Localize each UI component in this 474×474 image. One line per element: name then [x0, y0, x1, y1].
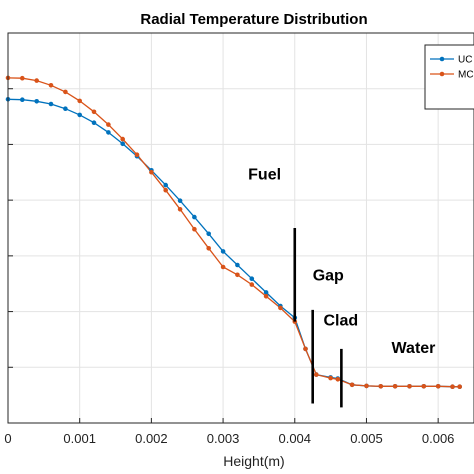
x-tick-label: 0.006 [422, 431, 455, 446]
x-axis-ticks: 0 0.001 0.002 0.003 0.004 0.005 0.006 [4, 418, 454, 446]
data-point-uc [91, 120, 97, 125]
annotation-water: Water [392, 340, 436, 357]
data-point-mc [192, 226, 197, 232]
data-point-mc [77, 98, 82, 104]
data-point-mc [149, 169, 154, 175]
x-tick-label: 0.005 [350, 431, 383, 446]
data-point-mc [249, 282, 255, 287]
data-point-uc [77, 112, 82, 118]
data-point-mc [278, 305, 283, 311]
data-point-mc [450, 384, 455, 390]
series-layer [5, 75, 463, 390]
annotation-gap: Gap [313, 268, 344, 285]
data-point-mc [328, 375, 333, 381]
data-point-uc [177, 198, 183, 203]
legend-marker [439, 56, 445, 62]
data-point-mc [263, 294, 269, 299]
x-tick-label: 0.002 [135, 431, 168, 446]
data-point-mc [457, 384, 463, 390]
data-point-mc [20, 75, 25, 81]
data-point-mc [48, 83, 54, 88]
data-point-mc [91, 109, 97, 115]
x-tick-label: 0 [4, 431, 11, 446]
chart-title: Radial Temperature Distribution [140, 11, 367, 28]
data-point-mc [177, 207, 183, 212]
x-tick-label: 0.004 [278, 431, 311, 446]
plot-frame [7, 32, 474, 424]
data-point-mc [303, 346, 308, 352]
data-point-mc [392, 384, 398, 389]
data-point-mc [134, 152, 140, 157]
data-point-mc [364, 383, 369, 389]
legend-box [424, 44, 474, 110]
data-point-uc [220, 249, 226, 254]
x-axis-label: Height(m) [223, 453, 284, 469]
data-point-uc [48, 101, 54, 107]
y-axis-ticks [8, 88, 13, 368]
x-tick-label: 0.001 [63, 431, 96, 446]
boundary-markers [293, 228, 343, 408]
data-point-mc [435, 384, 441, 389]
region-annotations: Fuel Gap Clad Water [248, 166, 435, 357]
data-point-mc [314, 372, 319, 377]
grid-lines [8, 33, 474, 423]
data-point-uc [120, 141, 125, 147]
annotation-clad: Clad [323, 313, 358, 330]
data-point-mc [63, 89, 68, 95]
data-point-uc [206, 231, 211, 237]
annotation-fuel: Fuel [248, 166, 281, 183]
data-point-mc [407, 384, 412, 389]
series-line-mc [7, 77, 460, 388]
data-point-uc [249, 276, 255, 282]
x-tick-label: 0.003 [207, 431, 240, 446]
data-point-mc [220, 264, 226, 270]
data-point-mc [335, 377, 341, 382]
data-point-uc [235, 262, 240, 268]
data-point-mc [106, 122, 111, 127]
data-point-mc [34, 78, 39, 83]
legend-label: MC [458, 70, 474, 81]
legend-marker [439, 71, 445, 77]
data-point-uc [63, 106, 68, 111]
data-point-mc [163, 187, 168, 193]
data-point-mc [206, 246, 211, 251]
data-point-uc [163, 182, 168, 188]
data-point-mc [421, 384, 427, 389]
data-point-mc [378, 384, 384, 389]
data-point-uc [106, 130, 111, 135]
data-point-mc [349, 382, 355, 388]
data-point-uc [192, 214, 197, 220]
data-point-mc [235, 272, 240, 278]
legend: UC MC [424, 44, 474, 110]
legend-label: UC [458, 55, 472, 66]
data-point-mc [120, 136, 125, 142]
data-point-uc [20, 97, 25, 102]
data-point-uc [34, 99, 39, 104]
data-point-uc [263, 290, 269, 295]
